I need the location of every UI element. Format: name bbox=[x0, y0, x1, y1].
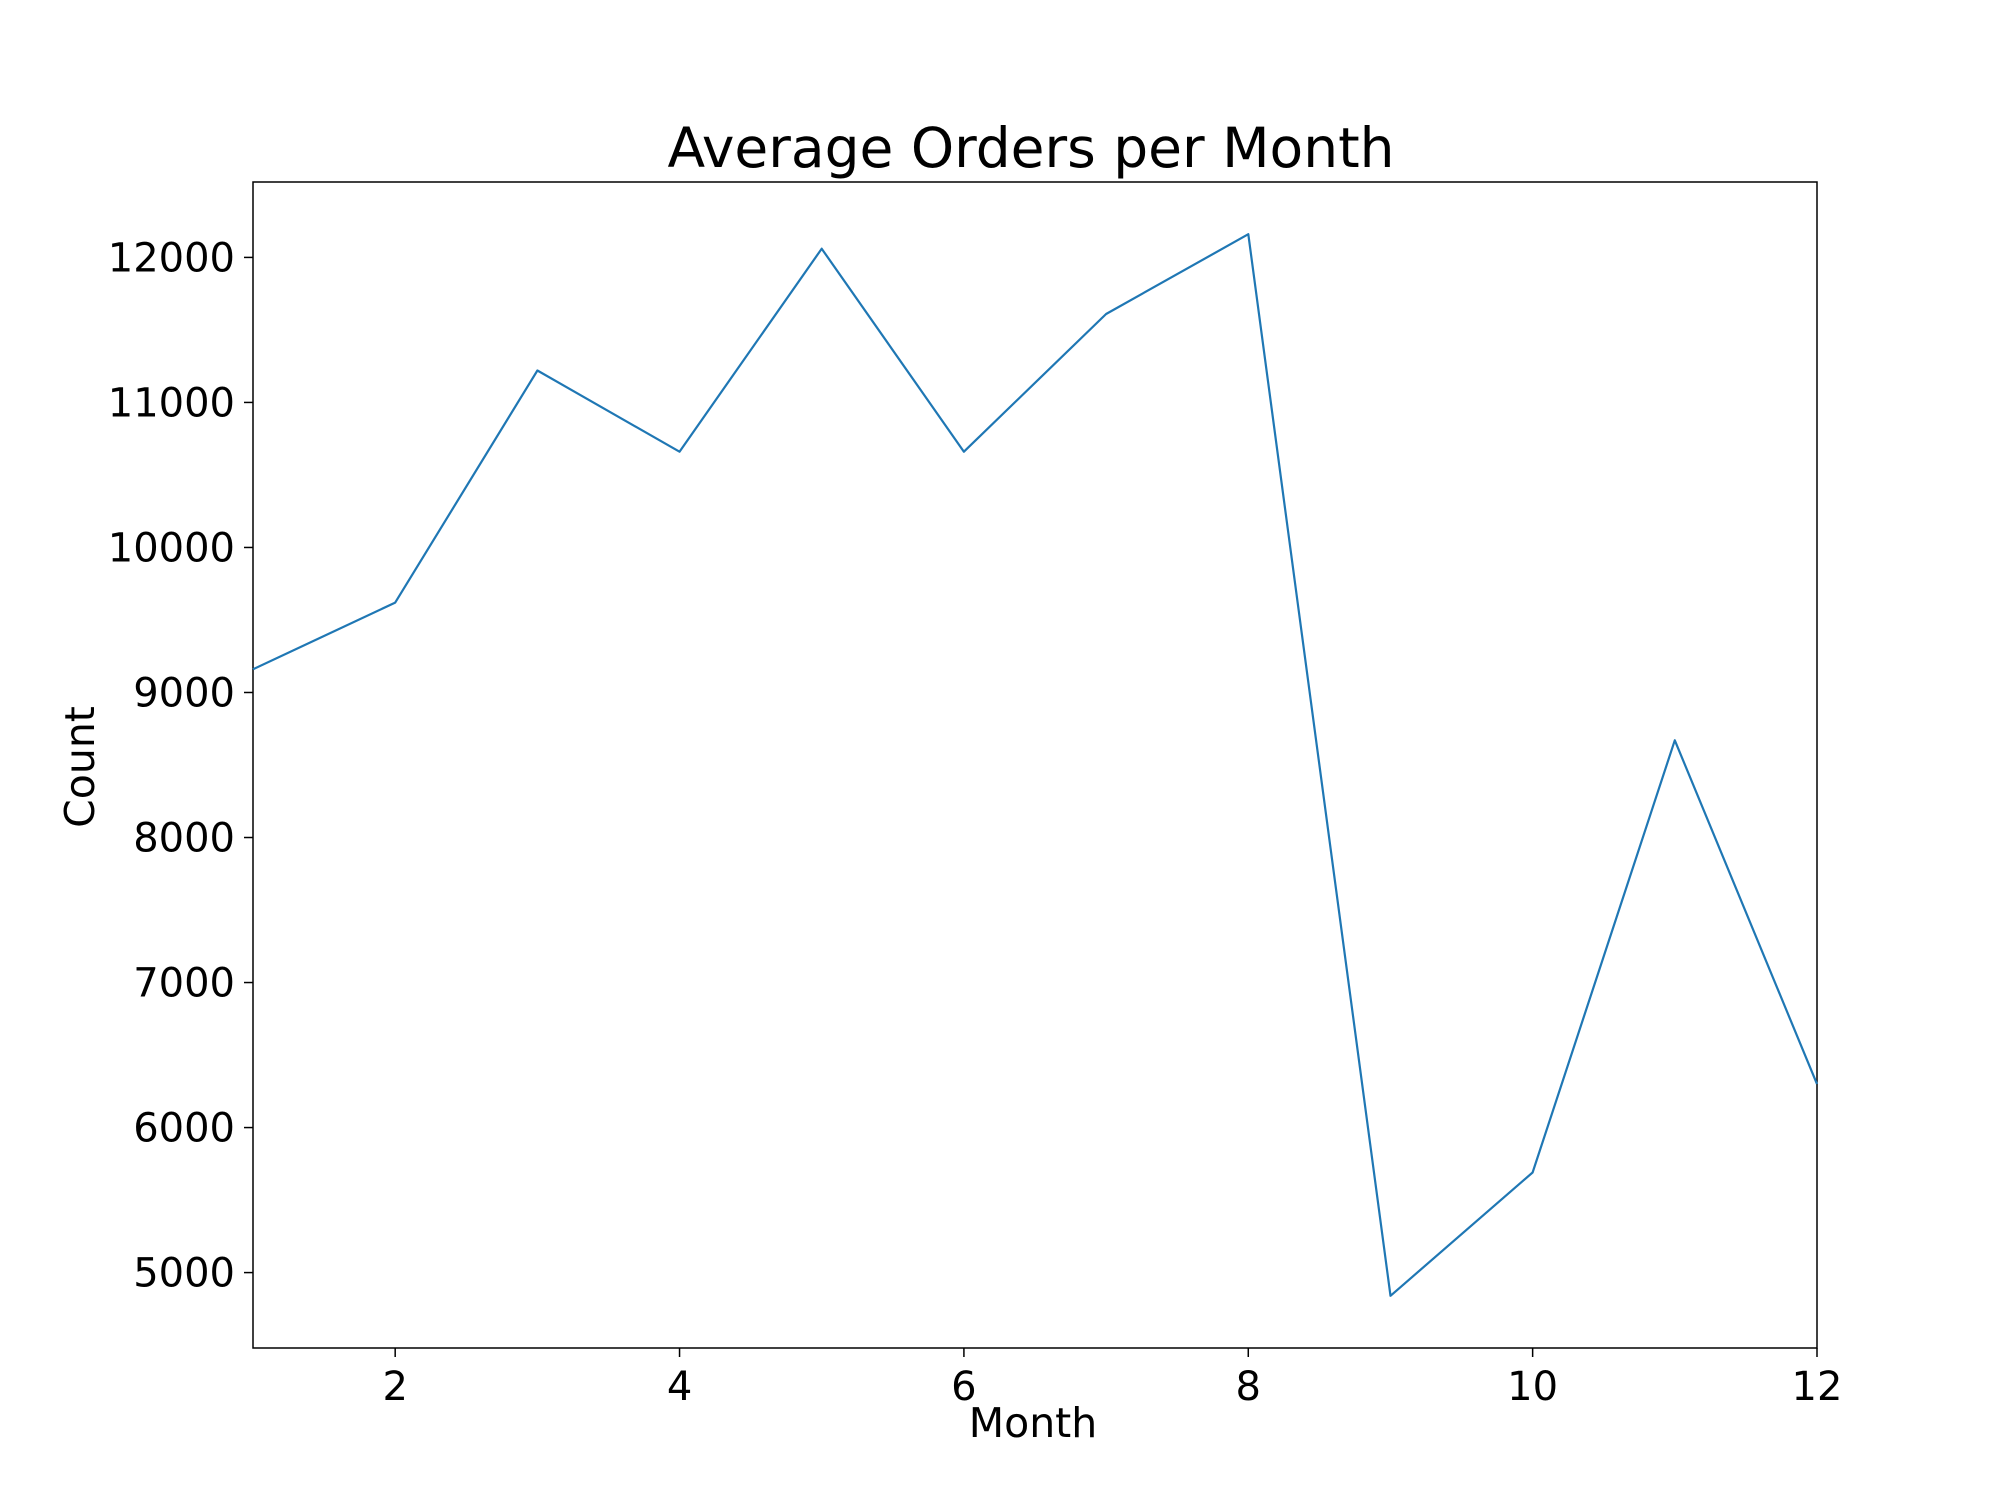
chart-title: Average Orders per Month bbox=[667, 116, 1394, 180]
series-line bbox=[252, 233, 1819, 1297]
x-tick-label: 12 bbox=[1792, 1364, 1843, 1410]
y-tick-label: 5000 bbox=[133, 1251, 235, 1297]
x-tick-label: 8 bbox=[1236, 1364, 1261, 1410]
y-tick-label: 7000 bbox=[133, 961, 235, 1007]
series-layer bbox=[252, 233, 1819, 1297]
x-tick-label: 4 bbox=[667, 1364, 692, 1410]
y-tick-label: 8000 bbox=[133, 816, 235, 862]
x-axis-ticks: 2 4 6 8 10 12 bbox=[382, 1348, 1842, 1410]
x-tick-label: 6 bbox=[951, 1364, 976, 1410]
y-tick-label: 6000 bbox=[133, 1106, 235, 1152]
y-axis-ticks: 5000 6000 7000 8000 9000 10000 11000 12000 bbox=[108, 235, 253, 1297]
x-tick-label: 2 bbox=[382, 1364, 407, 1410]
plot-area bbox=[252, 181, 1818, 1349]
y-tick-label: 9000 bbox=[133, 670, 235, 716]
y-tick-label: 10000 bbox=[108, 525, 235, 571]
y-tick-label: 12000 bbox=[108, 235, 235, 281]
x-axis-label: Month bbox=[969, 1399, 1098, 1447]
x-tick-label: 10 bbox=[1507, 1364, 1558, 1410]
y-tick-label: 11000 bbox=[108, 380, 235, 426]
y-axis-label: Count bbox=[56, 706, 104, 828]
